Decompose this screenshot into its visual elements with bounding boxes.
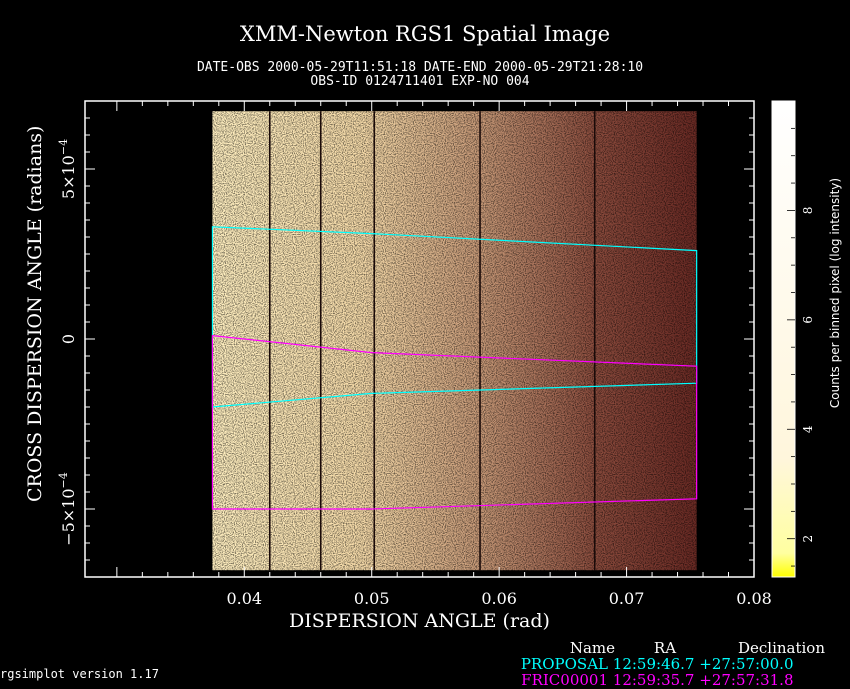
detector-noise — [212, 111, 697, 571]
x-tick-label: 0.07 — [609, 589, 645, 608]
coord-dec: +27:57:00.0 — [699, 655, 794, 673]
colorbar-label: Counts per binned pixel (log intensity) — [828, 177, 842, 409]
y-tick-exponent: −4 — [57, 139, 70, 155]
coord-name: PROPOSAL — [520, 655, 608, 673]
y-axis-label: CROSS DISPERSION ANGLE (radians) — [24, 125, 46, 502]
coordinate-row: FRIC00001 12:59:35.7 +27:57:31.8 — [520, 672, 825, 688]
coord-dec: +27:57:31.8 — [699, 671, 794, 689]
coord-name: FRIC00001 — [521, 671, 608, 689]
x-tick-label: 0.05 — [354, 589, 390, 608]
colorbar-tick-label: 8 — [801, 207, 815, 215]
coordinate-table: Name RA Declination PROPOSAL 12:59:46.7 +2… — [520, 640, 825, 688]
colorbar-tick-label-group: 8 — [801, 207, 815, 215]
y-tick-label-group: 5×10−4 — [57, 139, 78, 199]
overlay-layer — [211, 226, 698, 510]
colorbar-tick-label-group: 2 — [801, 535, 815, 543]
colorbar: 2 4 6 8 — [771, 100, 815, 578]
colorbar-gradient — [772, 101, 795, 577]
colorbar-frame — [771, 100, 796, 578]
x-tick-label: 0.06 — [481, 589, 517, 608]
colorbar-tick-label: 4 — [801, 425, 815, 433]
colorbar-tick-label-group: 4 — [801, 425, 815, 433]
y-tick-label-group: 0 — [59, 334, 78, 344]
coord-header-ra: RA — [653, 639, 677, 657]
y-tick-label: −5×10−4 — [57, 472, 78, 546]
colorbar-tick-label: 2 — [801, 535, 815, 543]
y-tick-label: 5×10−4 — [57, 139, 78, 199]
coord-header-name: Name — [569, 639, 615, 657]
x-axis: 0.04 0.05 0.06 0.07 0.08 — [116, 101, 772, 608]
version-text: rgsimplot version 1.17 — [0, 667, 159, 681]
y-tick-label: 0 — [59, 334, 78, 344]
coordinate-header: Name RA Declination — [520, 640, 825, 656]
region-fric00001 — [211, 334, 698, 510]
coordinate-row: PROPOSAL 12:59:46.7 +27:57:00.0 — [520, 656, 825, 672]
chart-title: XMM-Newton RGS1 Spatial Image — [239, 22, 611, 46]
colorbar-tick-label-group: 6 — [801, 316, 815, 324]
x-tick-label: 0.04 — [226, 589, 262, 608]
y-tick-label-group: −5×10−4 — [57, 472, 78, 546]
obs-id-line: OBS-ID 0124711401 EXP-NO 004 — [310, 74, 530, 89]
y-tick-exponent: −4 — [57, 472, 70, 488]
x-tick-label: 0.08 — [736, 589, 772, 608]
coord-header-dec: Declination — [737, 639, 825, 657]
date-range-line: DATE-OBS 2000-05-29T11:51:18 DATE-END 20… — [196, 60, 644, 75]
plot-area — [212, 111, 697, 571]
x-axis-label: DISPERSION ANGLE (rad) — [289, 610, 550, 632]
colorbar-tick-label: 6 — [801, 316, 815, 324]
coord-ra: 12:59:35.7 — [612, 671, 695, 689]
y-axis: 5×10−4 0 −5×10−4 — [57, 117, 754, 561]
coord-ra: 12:59:46.7 — [612, 655, 695, 673]
